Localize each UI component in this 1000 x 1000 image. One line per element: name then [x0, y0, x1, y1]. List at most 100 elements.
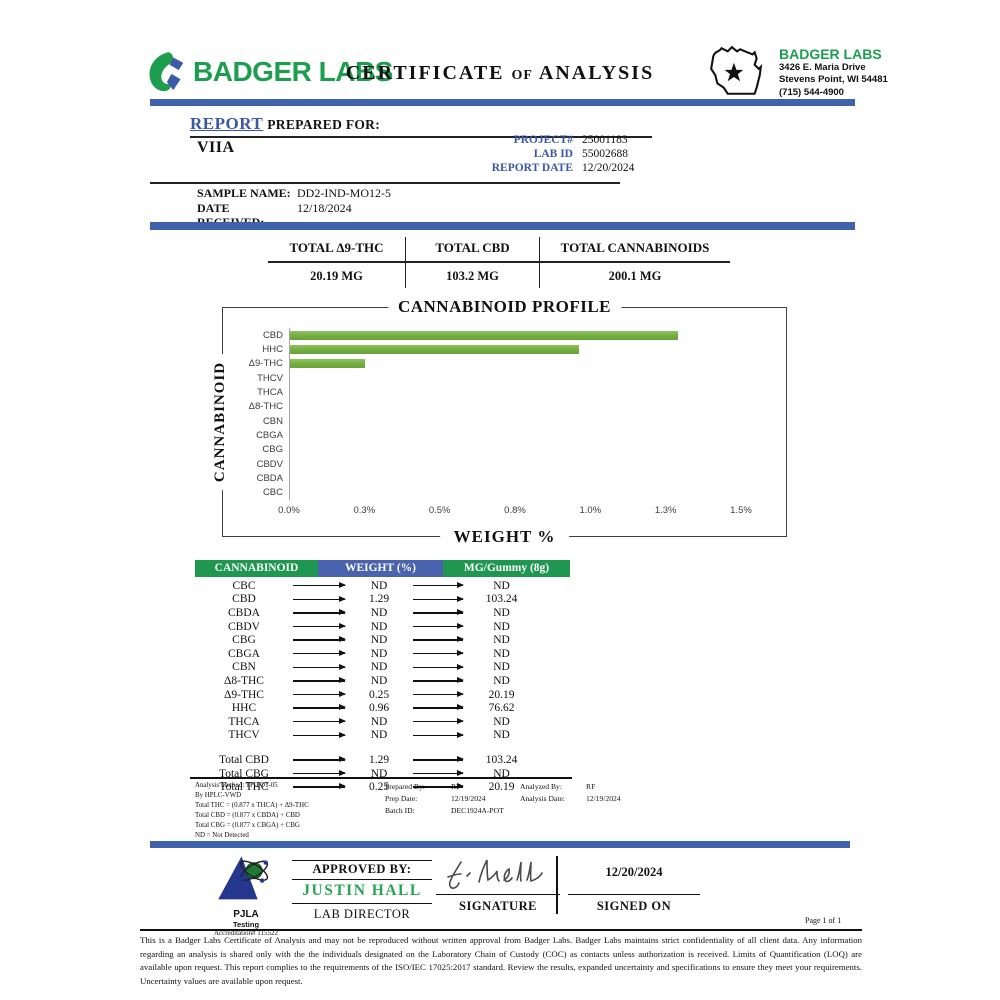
brand-logo: BADGER LABS [146, 50, 393, 94]
chart-plot: CBD HHC Δ9-THC THCV THCA Δ8-THC CBN CBGA CBG CBDV… [249, 328, 741, 500]
analyte-name: CBC [232, 579, 256, 592]
analyte-name: CBDV [228, 620, 260, 633]
lab-phone: (715) 544-4900 [779, 86, 844, 98]
chart-category-label: Δ9-THC [248, 358, 283, 370]
pjla-number: Accreditation# 115522 [213, 929, 279, 937]
arrow-icon [413, 730, 464, 739]
results-table-body: CBC ND ND CBD 1.29 103.24 CBDA ND ND CBDV ND ND CBG N… [195, 579, 570, 742]
field-project: PROJECT# 25001183 [513, 134, 628, 146]
report-heading-primary: REPORT [190, 114, 264, 133]
mg-per-gummy-value: ND [493, 620, 510, 633]
analyte-name: THCV [228, 729, 260, 742]
prep-info: Prepared By: RF Prep Date: 12/19/2024 Batc… [385, 782, 504, 816]
chart-xtick: 1.3% [654, 505, 677, 516]
approver-name: JUSTIN HALL [292, 879, 432, 904]
cannabinoid-profile-chart: CANNABINOID PROFILE CANNABINOID CBD HHC Δ9… [211, 297, 787, 547]
mg-per-gummy-value: 103.24 [485, 753, 518, 766]
chart-xtick: 0.8% [504, 505, 526, 516]
chart-category-label: CBG [262, 444, 283, 456]
page-number: Page 1 of 1 [805, 916, 842, 925]
table-row: CBDA ND ND [195, 606, 570, 620]
pjla-logo-icon [218, 856, 269, 900]
chart-row: CBD [263, 328, 741, 342]
chart-xtick: 0.5% [428, 505, 451, 516]
chart-category-label: CBDV [256, 458, 283, 470]
chart-row: CBDV [257, 457, 741, 471]
arrow-icon [413, 621, 464, 630]
table-row: CBD 1.29 103.24 [195, 593, 570, 607]
table-row: HHC 0.96 76.62 [195, 701, 570, 715]
mg-per-gummy-value: ND [493, 729, 510, 742]
weight-percent-value: ND [370, 647, 388, 660]
chart-category-label: CBN [262, 415, 283, 427]
pjla-accreditation: PJLA Testing Accreditation# 115522 [198, 851, 294, 937]
arrow-icon [293, 621, 346, 630]
chart-row: Δ9-THC [249, 357, 741, 371]
analyte-name: Δ8-THC [224, 674, 264, 687]
table-row: CBN ND ND [195, 661, 570, 675]
analyte-name: CBD [232, 593, 256, 606]
signature-block: SIGNATURE [436, 852, 560, 914]
table-row: CBDV ND ND [195, 620, 570, 634]
weight-percent-value: ND [370, 715, 388, 728]
report-heading: REPORT PREPARED FOR: [190, 114, 652, 138]
signature [436, 852, 560, 893]
lab-name: BADGER LABS [779, 46, 882, 62]
mg-per-gummy-value: 103.24 [485, 593, 518, 606]
mg-per-gummy-value: ND [493, 606, 510, 619]
chart-row: CBN [263, 414, 741, 428]
brand-name: BADGER LABS [193, 56, 393, 87]
mg-per-gummy-value: 76.62 [488, 702, 515, 715]
arrow-icon [413, 662, 464, 671]
weight-percent-value: ND [370, 620, 388, 633]
lab-address-line2: Stevens Point, WI 54481 [779, 74, 888, 86]
signed-on-block: 12/20/2024 SIGNED ON [568, 852, 700, 914]
chart-row: THCA [257, 385, 741, 399]
table-row: CBGA ND ND [195, 647, 570, 661]
wisconsin-map-icon [710, 45, 763, 95]
weight-percent-value: 0.25 [368, 688, 390, 701]
approver-title: LAB DIRECTOR [313, 907, 411, 921]
table-row: Δ9-THC 0.25 20.19 [195, 688, 570, 702]
mg-per-gummy-value: ND [493, 715, 510, 728]
footnotes: Analysis Method: TP-POT-05 By HPLC-VWD T… [195, 781, 650, 841]
chart-xtick: 0.3% [353, 505, 376, 516]
analyte-name: Total THC [219, 781, 269, 794]
chart-xticks: 0.0% 0.3% 0.5% 0.8% 1.0% 1.3% 1.5% [278, 505, 752, 517]
mg-per-gummy-value: ND [493, 661, 510, 674]
chart-row: CBGA [256, 428, 741, 442]
arrow-icon [413, 689, 464, 698]
mg-per-gummy-value: 20.19 [488, 688, 515, 701]
chart-bar [290, 330, 678, 340]
chart-row: CBC [263, 486, 741, 500]
arrow-icon [293, 594, 346, 603]
chart-y-axis-label: CANNABINOID [211, 353, 230, 491]
arrow-icon [293, 689, 346, 698]
chart-category-label: CBC [262, 487, 283, 499]
total-cannabinoids-value: 200.1 MG [608, 269, 662, 283]
approved-by-block: APPROVED BY: JUSTIN HALL LAB DIRECTOR [292, 860, 432, 922]
arrow-icon [413, 768, 464, 777]
totals-strip: TOTAL Δ9-THC TOTAL CBD TOTAL CANNABINOID… [268, 237, 730, 288]
lab-address-line1: 3426 E. Maria Drive [779, 62, 866, 73]
total-d9thc-label: TOTAL Δ9-THC [268, 237, 406, 263]
signature-vertical-divider [556, 856, 558, 914]
weight-percent-value: 1.29 [368, 593, 390, 606]
arrow-icon [293, 648, 346, 658]
weight-percent-value: 1.29 [368, 753, 390, 766]
chart-row: Δ8-THC [249, 400, 741, 414]
analysis-info: Analyzed By: RF Analysis Date: 12/19/2024 [520, 782, 621, 804]
pjla-org: PJLA [233, 909, 259, 920]
arrow-icon [413, 754, 464, 764]
arrow-icon [293, 675, 346, 685]
analyte-name: Δ9-THC [224, 688, 264, 701]
chart-title: CANNABINOID PROFILE [387, 297, 622, 317]
field-report-date: REPORT DATE 12/20/2024 [491, 162, 635, 174]
weight-percent-value: 0.96 [368, 702, 390, 715]
mg-per-gummy-value: 20.19 [488, 781, 515, 794]
chart-bar [290, 344, 579, 354]
table-row: CBC ND ND [195, 579, 570, 593]
arrow-icon [293, 703, 346, 712]
chart-row: HHC [262, 342, 741, 356]
